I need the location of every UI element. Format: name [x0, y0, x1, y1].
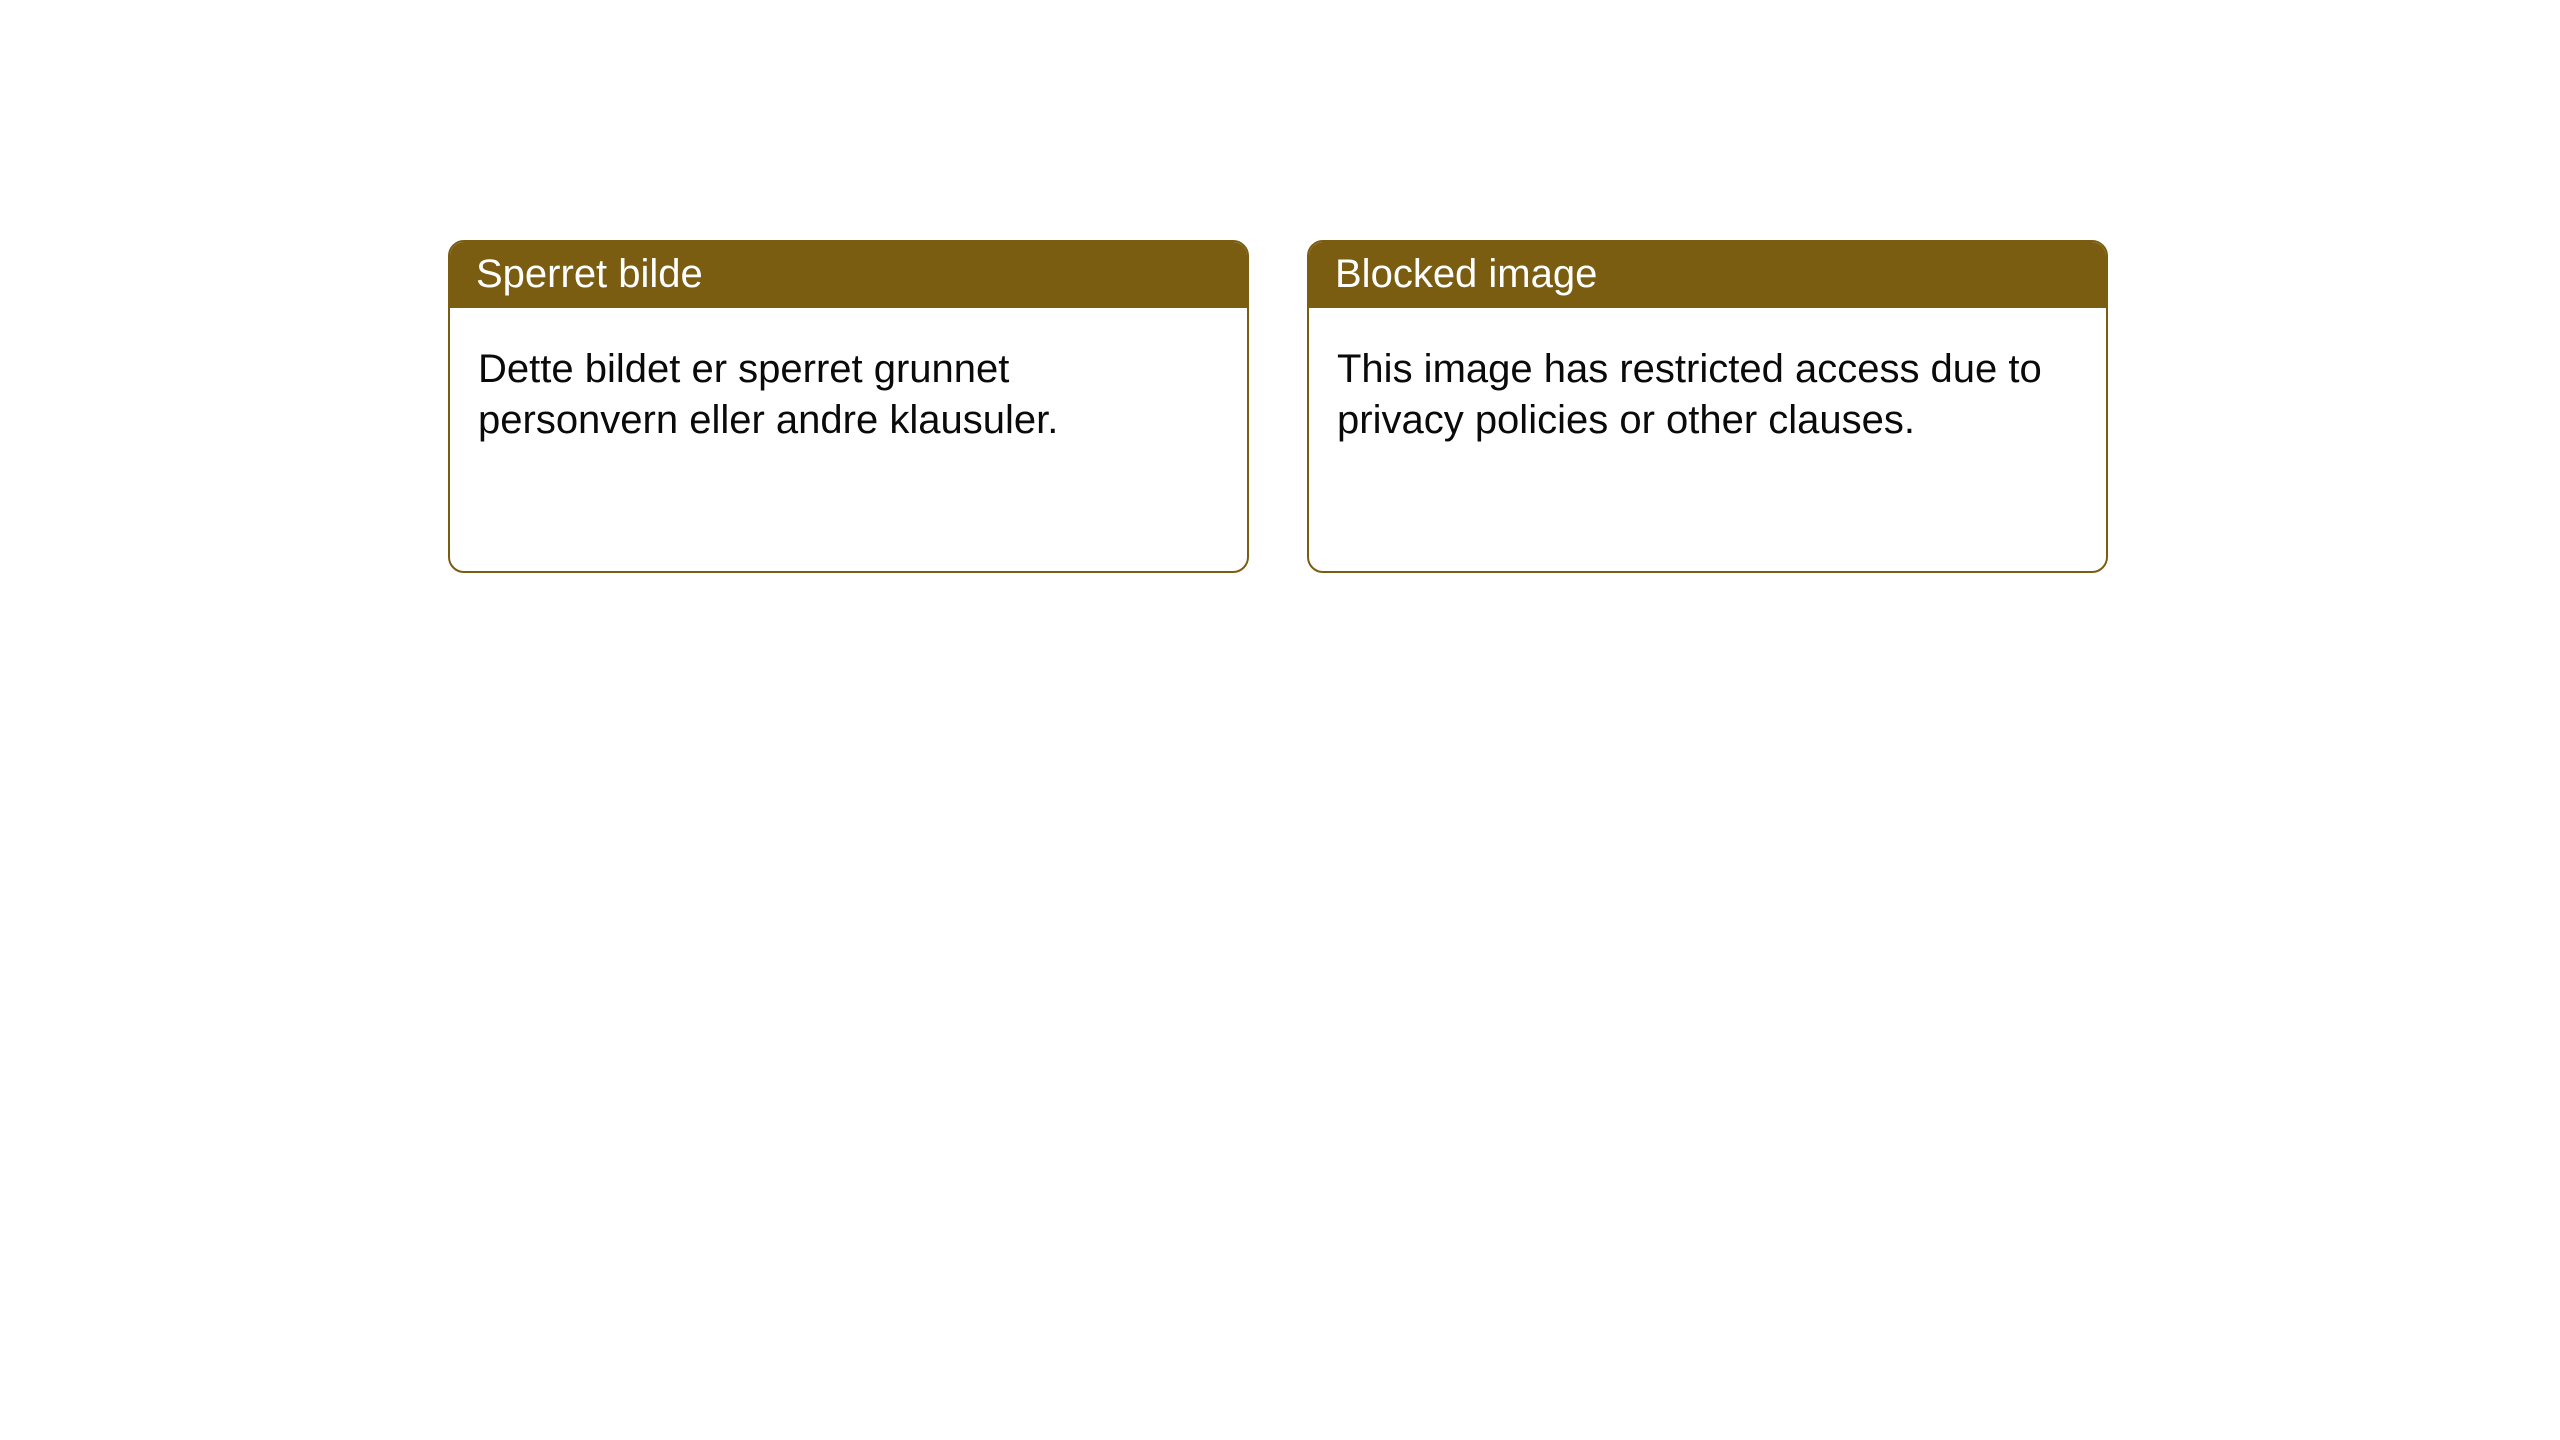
notice-header-english: Blocked image	[1309, 242, 2106, 308]
notice-cards-container: Sperret bilde Dette bildet er sperret gr…	[0, 0, 2560, 573]
notice-card-english: Blocked image This image has restricted …	[1307, 240, 2108, 573]
notice-card-norwegian: Sperret bilde Dette bildet er sperret gr…	[448, 240, 1249, 573]
notice-header-norwegian: Sperret bilde	[450, 242, 1247, 308]
notice-body-norwegian: Dette bildet er sperret grunnet personve…	[450, 308, 1247, 470]
notice-body-english: This image has restricted access due to …	[1309, 308, 2106, 470]
